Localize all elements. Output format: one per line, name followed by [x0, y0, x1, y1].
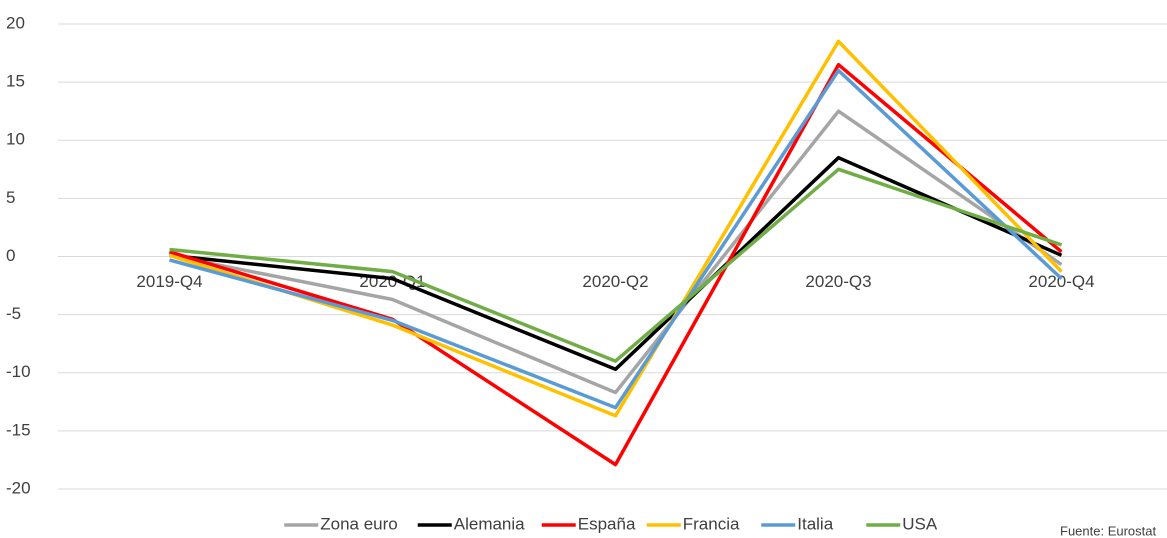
y-tick-label: 15: [6, 72, 25, 91]
series-line: [169, 109, 1063, 395]
legend-label: USA: [902, 514, 938, 533]
y-tick-label: 20: [6, 13, 25, 32]
source-note: Fuente: Eurostat: [1060, 523, 1156, 538]
x-tick-label: 2020-Q2: [582, 272, 648, 291]
series-line: [168, 62, 1063, 467]
legend-label: Francia: [683, 514, 740, 533]
series-line: [169, 167, 1063, 363]
y-tick-label: -10: [6, 362, 31, 381]
y-tick-label: 0: [6, 246, 15, 265]
legend-label: España: [578, 514, 636, 533]
legend-label: Alemania: [454, 514, 525, 533]
y-tick-label: -20: [6, 478, 31, 497]
y-tick-label: 10: [6, 130, 25, 149]
series-line: [169, 68, 1063, 410]
legend-label: Zona euro: [320, 514, 398, 533]
legend: Zona euro Alemania España Francia Italia USA: [284, 514, 938, 533]
y-tick-label: -15: [6, 420, 31, 439]
x-tick-label: 2019-Q4: [136, 272, 202, 291]
x-tick-label: 2020-Q4: [1028, 272, 1094, 291]
y-tick-label: -5: [6, 304, 21, 323]
legend-label: Italia: [797, 514, 833, 533]
y-tick-label: 5: [6, 188, 15, 207]
x-tick-label: 2020-Q3: [805, 272, 871, 291]
series-line: [169, 155, 1063, 372]
